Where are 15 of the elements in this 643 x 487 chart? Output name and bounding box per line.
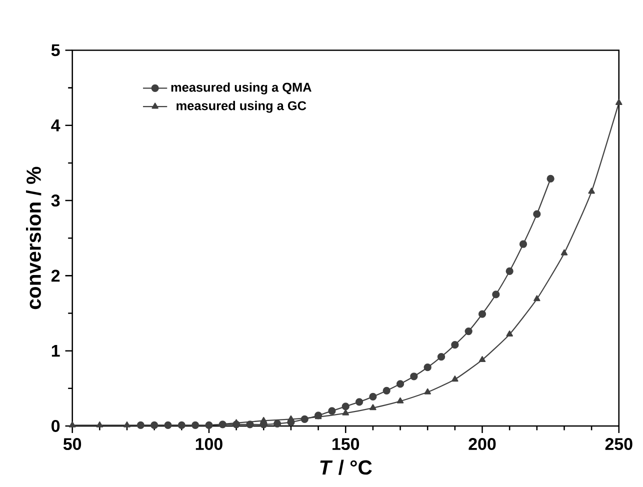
x-tick-label: 100 <box>196 438 222 450</box>
y-tick-label: 3 <box>51 194 60 206</box>
x-tick-label: 150 <box>332 438 360 450</box>
legend-label: measured using a QMA <box>171 82 312 94</box>
y-tick-label: 5 <box>51 44 60 56</box>
x-tick-label: 50 <box>63 438 82 450</box>
y-tick-label: 1 <box>52 344 60 357</box>
x-tick-label: 250 <box>605 438 632 450</box>
y-tick-label: 0 <box>52 420 60 432</box>
x-axis-title: T / °C <box>320 460 372 475</box>
x-tick-label: 200 <box>468 438 496 450</box>
y-tick-label: 2 <box>51 270 60 282</box>
legend-label: measured using a GC <box>176 100 306 113</box>
y-tick-label: 4 <box>51 119 60 132</box>
y-axis-title: conversion / % <box>26 166 42 309</box>
